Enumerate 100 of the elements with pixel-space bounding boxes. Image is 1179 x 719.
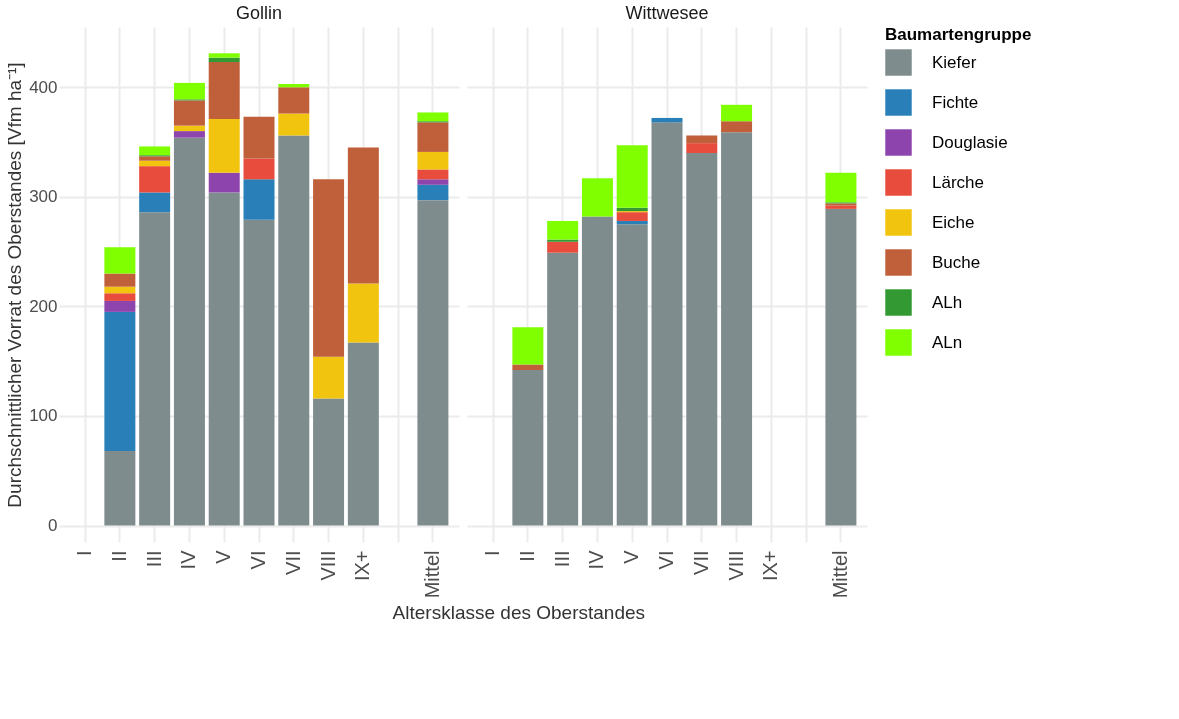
bar (313, 179, 345, 357)
x-tick-label: IV (177, 549, 200, 570)
bar (347, 283, 379, 343)
bar (825, 172, 857, 203)
x-tick-label: Mittel (828, 550, 851, 599)
bar (313, 398, 345, 526)
bar (616, 220, 648, 225)
bar (581, 216, 613, 526)
bar (721, 132, 753, 526)
x-tick-label: VII (689, 550, 712, 575)
x-tick-label: V (620, 549, 643, 564)
bar (139, 160, 171, 167)
bar (278, 87, 310, 114)
chart-title: Wittwesee (625, 3, 709, 23)
bar (512, 327, 544, 365)
bar (721, 104, 753, 122)
bar (243, 179, 275, 220)
bar (173, 125, 205, 132)
bar (313, 356, 345, 399)
x-tick-label: VI (655, 550, 677, 570)
bar (686, 135, 718, 144)
bar (173, 100, 205, 126)
bar (104, 311, 136, 452)
bar (825, 208, 857, 526)
bar (139, 156, 171, 161)
bar (208, 62, 240, 120)
bar (347, 147, 379, 284)
bar (243, 116, 275, 159)
bar (547, 220, 579, 240)
bar (278, 113, 310, 136)
x-tick-label: V (212, 549, 235, 564)
x-tick-label: II (515, 550, 538, 562)
bar (616, 207, 648, 212)
y-tick-label: 200 (29, 296, 58, 316)
x-tick-label: I (73, 550, 96, 557)
bar (243, 158, 275, 180)
x-tick-label: Mittel (420, 550, 443, 599)
bar (104, 293, 136, 301)
bar (547, 241, 579, 253)
legend-label: Lärche (932, 172, 984, 192)
bar (581, 178, 613, 217)
bar (139, 192, 171, 213)
legend-label: Buche (932, 252, 981, 272)
bar (104, 273, 136, 287)
bar (278, 83, 310, 88)
bar (417, 179, 449, 185)
bar (417, 169, 449, 180)
bar (547, 252, 579, 526)
bar (173, 137, 205, 526)
x-tick-label: I (481, 550, 504, 557)
bar (616, 212, 648, 221)
bar (104, 300, 136, 312)
bar (173, 82, 205, 100)
bar (417, 200, 449, 526)
bar (208, 192, 240, 526)
bar (616, 224, 648, 526)
bar (139, 166, 171, 193)
x-tick-label: VII (281, 550, 304, 575)
bar (173, 131, 205, 138)
bar (139, 212, 171, 526)
bar (512, 369, 544, 526)
bar (208, 172, 240, 193)
legend-label: Kiefer (932, 52, 977, 72)
bar (686, 153, 718, 526)
bar (616, 145, 648, 208)
bar (547, 239, 579, 242)
legend-title: Baumartengruppe (885, 25, 1032, 44)
x-tick-label: VIII (724, 550, 747, 581)
bar (651, 117, 683, 123)
x-tick-label: VI (247, 550, 269, 570)
legend-label: ALh (932, 292, 963, 312)
bar (417, 151, 449, 170)
y-tick-label: 0 (48, 516, 58, 536)
bar (139, 146, 171, 156)
bar (104, 451, 136, 526)
x-tick-label: II (107, 550, 130, 562)
x-tick-label: III (142, 550, 165, 568)
bar (104, 247, 136, 274)
legend-label: Douglasie (932, 132, 1008, 152)
x-axis-title: Altersklasse des Oberstandes (392, 601, 646, 623)
bar (208, 53, 240, 58)
bar (417, 112, 449, 122)
bar (512, 364, 544, 370)
bar (347, 342, 379, 526)
y-tick-label: 400 (29, 77, 58, 97)
bar (417, 184, 449, 201)
bar (721, 121, 753, 133)
bar (278, 135, 310, 526)
bar (417, 122, 449, 152)
legend-label: Fichte (932, 92, 979, 112)
x-tick-label: IX+ (351, 550, 374, 582)
x-tick-label: III (550, 550, 573, 568)
legend-label: ALn (932, 332, 963, 352)
bar (243, 219, 275, 526)
y-tick-label: 100 (29, 406, 58, 426)
bar (208, 119, 240, 173)
legend-label: Eiche (932, 212, 975, 232)
bar (651, 122, 683, 526)
x-tick-label: VIII (316, 550, 339, 581)
chart-title: Gollin (235, 3, 283, 23)
